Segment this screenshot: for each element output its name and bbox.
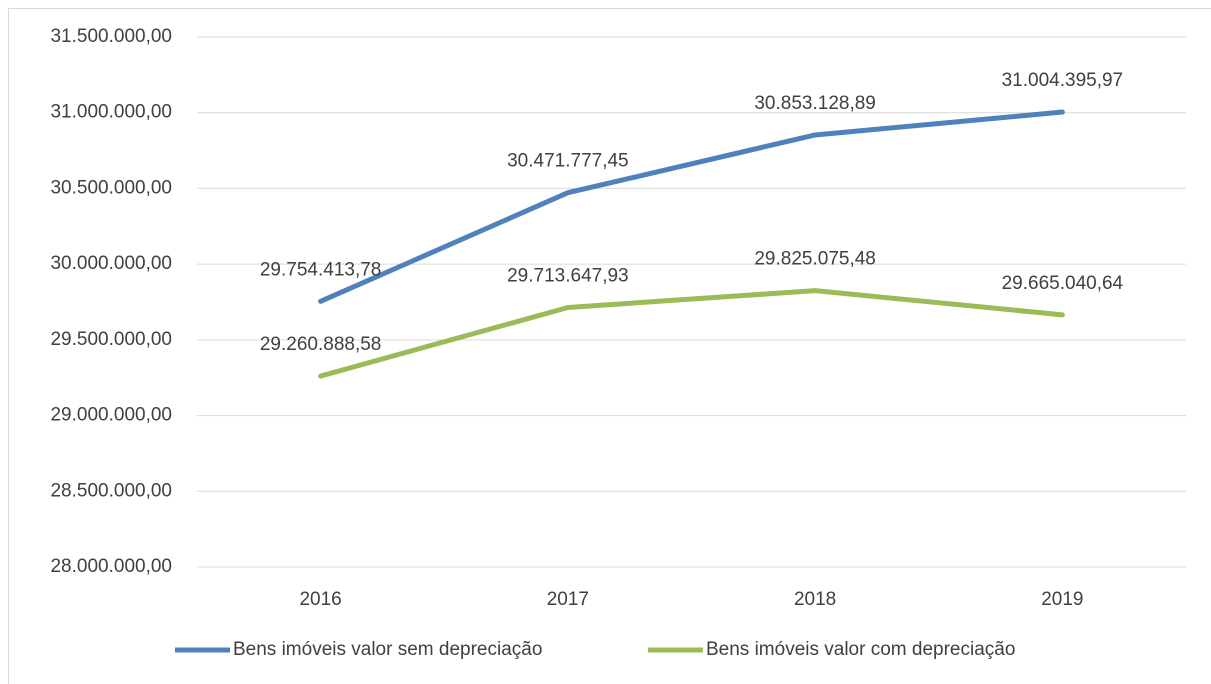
y-tick-label: 31.500.000,00 bbox=[50, 26, 172, 47]
data-line bbox=[318, 288, 1065, 379]
data-label: 30.853.128,89 bbox=[754, 93, 876, 114]
data-line bbox=[318, 109, 1065, 304]
x-tick-label: 2018 bbox=[794, 589, 836, 610]
y-tick-label: 29.500.000,00 bbox=[50, 329, 172, 350]
x-tick-label: 2016 bbox=[299, 589, 341, 610]
legend-label: Bens imóveis valor sem depreciação bbox=[233, 639, 542, 660]
data-label: 30.471.777,45 bbox=[507, 151, 629, 172]
y-tick-label: 31.000.000,00 bbox=[50, 102, 172, 123]
data-label: 29.754.413,78 bbox=[260, 259, 382, 280]
data-label: 29.713.647,93 bbox=[507, 266, 629, 287]
data-label: 29.825.075,48 bbox=[754, 249, 876, 270]
y-tick-label: 28.500.000,00 bbox=[50, 480, 172, 501]
y-tick-label: 29.000.000,00 bbox=[50, 405, 172, 426]
data-label: 29.260.888,58 bbox=[260, 334, 382, 355]
data-label: 31.004.395,97 bbox=[1002, 70, 1124, 91]
y-tick-label: 30.000.000,00 bbox=[50, 253, 172, 274]
x-tick-label: 2017 bbox=[547, 589, 589, 610]
legend-label: Bens imóveis valor com depreciação bbox=[706, 639, 1015, 660]
chart-frame bbox=[8, 8, 1211, 684]
x-tick-label: 2019 bbox=[1041, 589, 1083, 610]
y-tick-label: 28.000.000,00 bbox=[50, 556, 172, 577]
y-tick-label: 30.500.000,00 bbox=[50, 177, 172, 198]
data-label: 29.665.040,64 bbox=[1002, 273, 1124, 294]
